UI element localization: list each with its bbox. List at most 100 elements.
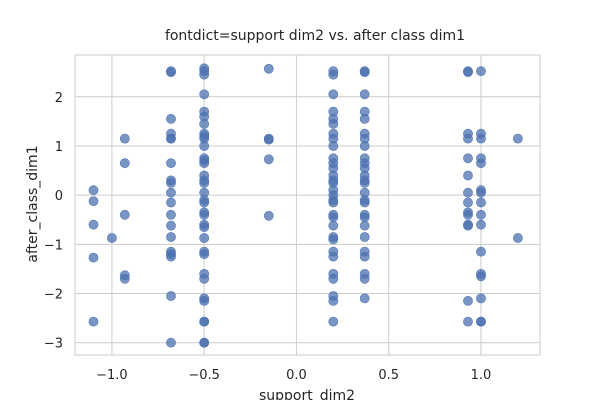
data-point xyxy=(463,133,473,144)
data-point xyxy=(476,66,486,77)
x-tick-label: 0.5 xyxy=(378,368,399,383)
data-point xyxy=(199,273,210,284)
data-point xyxy=(328,273,339,284)
data-point xyxy=(166,337,176,348)
data-point xyxy=(166,251,176,262)
data-point xyxy=(476,133,486,144)
data-point xyxy=(328,251,339,262)
y-tick-label: −2 xyxy=(44,288,63,303)
data-point xyxy=(463,295,473,306)
data-point xyxy=(328,234,339,245)
data-point xyxy=(166,177,176,188)
data-point xyxy=(463,170,473,181)
data-point xyxy=(199,197,210,208)
data-point xyxy=(199,233,210,243)
data-point xyxy=(359,220,370,231)
y-tick-label: −1 xyxy=(44,238,63,253)
data-point xyxy=(166,220,176,231)
data-point xyxy=(199,222,210,232)
data-point xyxy=(359,273,370,284)
data-point xyxy=(166,114,176,124)
data-point xyxy=(513,133,523,144)
data-point xyxy=(463,220,473,231)
data-point xyxy=(476,293,486,304)
data-point xyxy=(476,316,486,327)
data-point xyxy=(328,316,339,327)
data-point xyxy=(107,233,117,243)
data-point xyxy=(88,196,99,206)
data-point xyxy=(88,219,99,230)
data-point xyxy=(359,114,370,124)
data-point xyxy=(88,185,99,196)
data-point xyxy=(263,134,274,145)
data-point xyxy=(199,295,210,306)
data-point xyxy=(166,209,176,220)
data-point xyxy=(463,187,473,198)
data-point xyxy=(119,209,130,220)
data-point xyxy=(359,67,370,78)
data-point xyxy=(119,133,130,144)
data-point xyxy=(328,89,339,100)
data-point xyxy=(328,119,339,129)
x-tick-label: 0.0 xyxy=(286,368,307,383)
data-point xyxy=(359,293,370,304)
data-point xyxy=(328,212,339,223)
data-point xyxy=(263,63,274,74)
data-point xyxy=(199,89,210,100)
data-point xyxy=(166,67,176,78)
data-point xyxy=(263,154,274,165)
data-point xyxy=(199,69,210,80)
data-point xyxy=(199,249,210,260)
y-tick-label: 1 xyxy=(55,140,63,155)
data-point xyxy=(88,252,99,263)
data-point xyxy=(166,291,176,301)
data-point xyxy=(199,316,210,327)
data-point xyxy=(476,187,486,198)
data-point xyxy=(463,153,473,164)
data-point xyxy=(199,119,210,129)
data-point xyxy=(199,158,210,169)
data-point xyxy=(263,210,274,221)
data-point xyxy=(359,197,370,208)
x-tick-label: −0.5 xyxy=(188,368,220,383)
data-point xyxy=(166,197,176,208)
data-point xyxy=(359,212,370,223)
data-point xyxy=(199,209,210,220)
x-tick-label: 1.0 xyxy=(471,368,492,383)
data-point xyxy=(328,197,339,208)
y-tick-label: −3 xyxy=(44,337,63,352)
data-point xyxy=(166,158,176,169)
data-points xyxy=(88,63,523,348)
data-point xyxy=(328,141,339,151)
data-point xyxy=(119,158,130,169)
data-point xyxy=(463,67,473,78)
data-point xyxy=(476,209,486,220)
data-point xyxy=(476,271,486,282)
y-tick-label: 2 xyxy=(55,91,63,106)
data-point xyxy=(463,316,473,327)
data-point xyxy=(513,233,523,243)
data-point xyxy=(328,220,339,231)
data-point xyxy=(476,158,486,169)
data-point xyxy=(359,177,370,188)
y-tick-label: 0 xyxy=(55,189,63,204)
data-point xyxy=(476,219,486,230)
data-point xyxy=(359,89,370,100)
data-point xyxy=(199,337,210,348)
data-point xyxy=(476,246,486,257)
x-axis-label: support_dim2 xyxy=(259,388,355,400)
x-tick-label: −1.0 xyxy=(96,368,128,383)
y-axis-label: after_class_dim1 xyxy=(25,145,41,262)
plot-frame xyxy=(74,54,541,356)
data-point xyxy=(166,232,176,242)
tick-labels: −1.0 −0.5 0.0 0.5 1.0 −3 −2 −1 0 1 2 xyxy=(44,91,491,383)
data-point xyxy=(328,295,339,306)
data-point xyxy=(359,141,370,151)
data-point xyxy=(359,251,370,262)
data-point xyxy=(199,177,210,188)
chart-title: fontdict=support dim2 vs. after class di… xyxy=(165,28,465,44)
data-point xyxy=(476,197,486,208)
